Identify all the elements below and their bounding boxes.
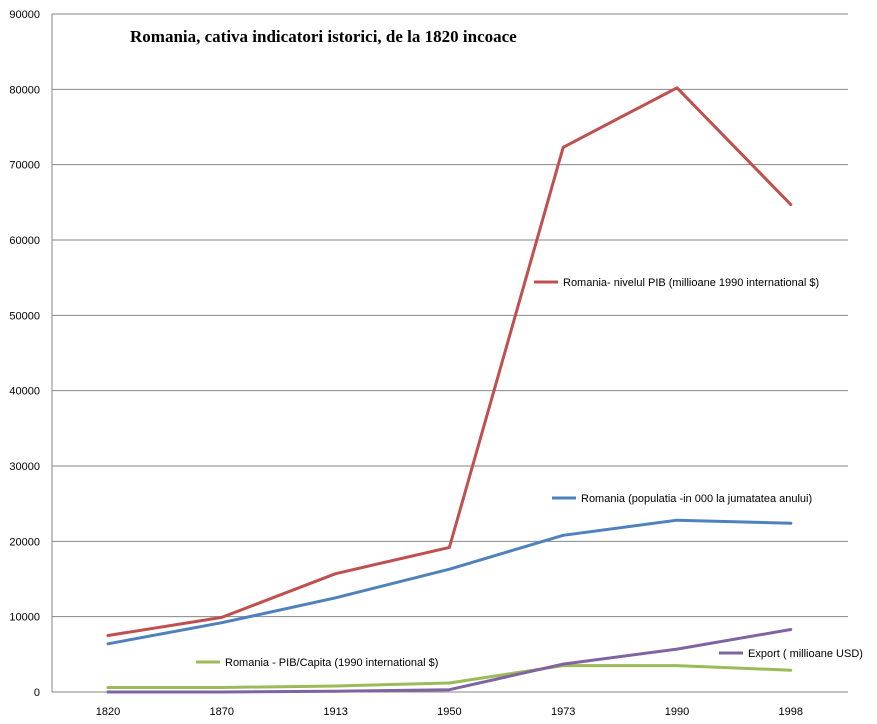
- y-tick-label: 40000: [9, 386, 40, 398]
- legend-label-pib-per-capita: Romania - PIB/Capita (1990 international…: [225, 657, 438, 669]
- grid-lines: [52, 13, 848, 618]
- y-tick-label: 30000: [9, 461, 40, 473]
- x-tick-label: 1820: [96, 706, 120, 718]
- x-tick-label: 1973: [551, 706, 575, 718]
- y-tick-label: 20000: [9, 536, 40, 548]
- series-lines: [106, 86, 793, 694]
- x-tick-label: 1870: [210, 706, 234, 718]
- legend-label-population: Romania (populatia -in 000 la jumatatea …: [581, 493, 812, 505]
- series-line-pib: [106, 86, 793, 637]
- x-tick-label: 1998: [779, 706, 803, 718]
- y-tick-label: 50000: [9, 310, 40, 322]
- series-line-population: [106, 518, 793, 646]
- x-axis-ticks: 1820 1870 1913 1950 1973 1990 1998: [96, 706, 803, 718]
- series-line-pib-per-capita: [106, 664, 793, 689]
- y-tick-label: 70000: [9, 160, 40, 172]
- y-tick-label: 60000: [9, 235, 40, 247]
- y-tick-label: 10000: [9, 612, 40, 624]
- x-tick-label: 1950: [437, 706, 461, 718]
- axes: [51, 14, 848, 693]
- legend-label-export: Export ( millioane USD): [748, 648, 863, 660]
- chart-title: Romania, cativa indicatori istorici, de …: [130, 27, 517, 46]
- series-line-export: [106, 628, 793, 694]
- y-tick-label: 80000: [9, 84, 40, 96]
- x-tick-label: 1913: [323, 706, 347, 718]
- y-tick-label: 0: [34, 687, 40, 699]
- legend: Romania- nivelul PIB (millioane 1990 int…: [196, 277, 863, 669]
- x-tick-label: 1990: [665, 706, 689, 718]
- y-tick-label: 90000: [9, 9, 40, 21]
- y-axis-ticks: 0 10000 20000 30000 40000 50000 60000 70000 8000…: [9, 9, 40, 699]
- legend-label-pib: Romania- nivelul PIB (millioane 1990 int…: [563, 277, 819, 289]
